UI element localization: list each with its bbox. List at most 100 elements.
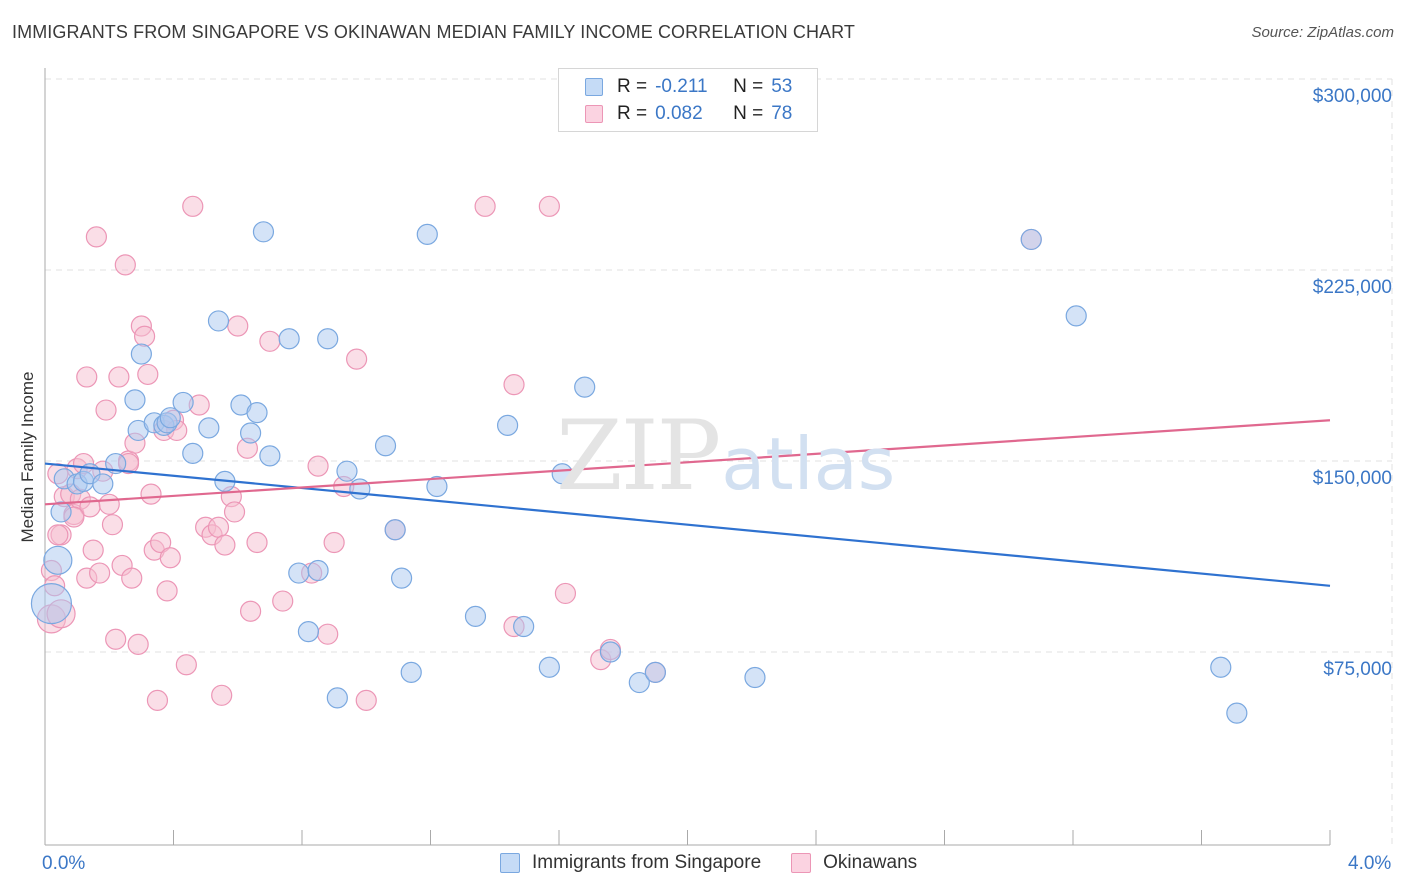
legend-swatch-blue xyxy=(585,78,603,96)
singapore-point xyxy=(92,473,114,495)
okinawans-point xyxy=(538,195,560,217)
singapore-point xyxy=(246,402,268,424)
y-tick-label: $75,000 xyxy=(1323,659,1392,680)
singapore-point xyxy=(599,641,622,663)
singapore-point xyxy=(207,310,230,332)
okinawans-point xyxy=(150,531,172,554)
singapore-point xyxy=(182,442,204,464)
r-value: -0.211 xyxy=(655,76,708,97)
singapore-point xyxy=(172,391,194,414)
singapore-point xyxy=(551,463,573,485)
okinawans-point xyxy=(474,195,496,217)
okinawans-point xyxy=(272,590,294,612)
n-value: 53 xyxy=(771,76,793,97)
okinawans-point xyxy=(246,531,268,554)
legend-label: Immigrants from Singapore xyxy=(532,852,762,873)
singapore-point xyxy=(50,501,72,523)
series-legend: Immigrants from Singapore Okinawans xyxy=(500,852,947,874)
legend-item-singapore[interactable]: Immigrants from Singapore xyxy=(500,852,761,874)
singapore-point xyxy=(349,478,371,500)
okinawans-point xyxy=(133,325,156,347)
x-tick-label: 0.0% xyxy=(42,853,86,874)
chart-title: IMMIGRANTS FROM SINGAPORE VS OKINAWAN ME… xyxy=(12,22,856,42)
okinawans-point xyxy=(105,628,127,650)
singapore-points xyxy=(30,221,1248,724)
singapore-point xyxy=(390,567,413,589)
r-label: R = xyxy=(617,76,648,97)
singapore-point xyxy=(297,621,320,643)
okinawans-point xyxy=(207,516,230,538)
okinawans-point xyxy=(121,567,143,589)
singapore-point xyxy=(43,545,73,575)
singapore-point xyxy=(326,687,348,709)
legend-swatch-blue xyxy=(500,853,520,873)
singapore-point xyxy=(278,328,300,350)
axes xyxy=(44,68,1331,846)
okinawans-point xyxy=(108,366,130,388)
singapore-point xyxy=(416,223,438,245)
okinawans-point xyxy=(85,226,108,248)
singapore-point xyxy=(259,445,281,467)
okinawans-point xyxy=(82,539,104,561)
okinawans-point xyxy=(355,689,377,711)
singapore-point xyxy=(384,519,406,541)
legend-swatch-pink xyxy=(585,105,603,123)
singapore-point xyxy=(1065,305,1087,327)
singapore-point xyxy=(240,422,262,444)
okinawans-point xyxy=(114,254,136,276)
singapore-point xyxy=(644,661,666,683)
singapore-point xyxy=(336,460,358,482)
x-tick-label: 4.0% xyxy=(1348,853,1392,874)
okinawans-point xyxy=(101,514,124,536)
okinawans-point xyxy=(182,195,204,217)
y-tick-label: $225,000 xyxy=(1312,277,1392,298)
singapore-point xyxy=(30,583,73,625)
okinawans-point xyxy=(47,524,69,546)
legend-item-okinawans[interactable]: Okinawans xyxy=(791,852,917,874)
singapore-trend-line xyxy=(44,462,1331,587)
singapore-point xyxy=(1020,228,1042,251)
okinawans-point xyxy=(159,547,181,569)
r-value: 0.082 xyxy=(655,103,703,124)
singapore-point xyxy=(574,376,596,398)
singapore-point xyxy=(105,452,127,475)
okinawans-point xyxy=(307,455,329,477)
singapore-point xyxy=(252,221,275,243)
singapore-point xyxy=(513,615,535,638)
singapore-point xyxy=(159,407,181,429)
singapore-point xyxy=(288,562,310,584)
okinawans-point xyxy=(140,483,162,505)
y-tick-label: $150,000 xyxy=(1312,468,1392,489)
singapore-point xyxy=(1210,656,1232,678)
source-label: Source: ZipAtlas.com xyxy=(1251,24,1394,41)
legend-row-singapore: R = -0.211 N = 53 xyxy=(585,75,793,99)
singapore-point xyxy=(497,414,519,436)
singapore-point xyxy=(464,605,487,627)
okinawans-point xyxy=(346,348,368,370)
okinawans-point xyxy=(223,501,246,523)
n-value: 78 xyxy=(771,103,793,124)
gridlines xyxy=(45,78,1393,845)
singapore-point xyxy=(744,666,766,689)
legend-row-okinawans: R = 0.082 N = 78 xyxy=(585,102,793,126)
singapore-point xyxy=(1226,702,1248,724)
okinawans-point xyxy=(146,689,169,711)
r-label: R = xyxy=(617,103,648,124)
singapore-point xyxy=(307,559,329,582)
okinawans-point xyxy=(156,580,178,602)
y-tick-label: $300,000 xyxy=(1312,86,1392,107)
legend-swatch-pink xyxy=(791,853,812,873)
correlation-legend: R = -0.211 N = 53 R = 0.082 N = 78 xyxy=(558,68,818,132)
trend-lines xyxy=(44,419,1331,587)
okinawans-point xyxy=(503,374,525,396)
okinawans-point xyxy=(211,684,233,706)
singapore-point xyxy=(426,475,448,498)
legend-label: Okinawans xyxy=(823,852,918,873)
okinawans-point xyxy=(127,633,149,655)
singapore-point xyxy=(124,389,146,411)
y-axis-label: Median Family Income xyxy=(18,371,37,543)
okinawans-point xyxy=(89,562,111,584)
okinawans-point xyxy=(76,366,98,388)
okinawans-point xyxy=(317,623,339,645)
singapore-point xyxy=(538,656,560,678)
